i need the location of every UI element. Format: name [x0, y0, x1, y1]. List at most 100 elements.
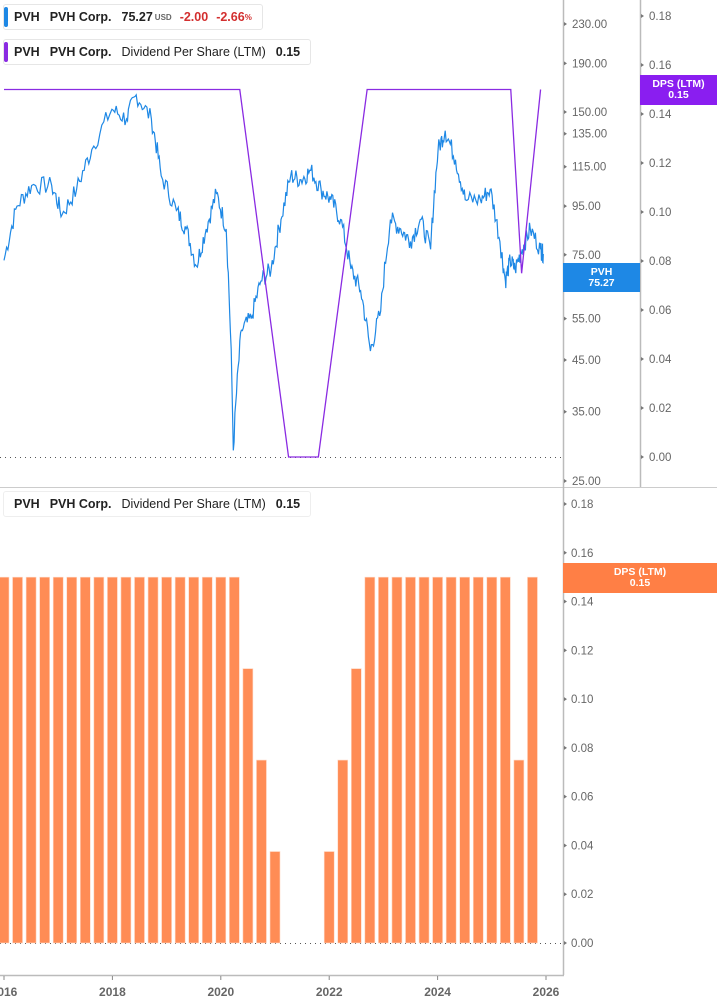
price-tick-mark [564, 316, 567, 321]
dps-tick-label: 0.02 [649, 403, 671, 415]
dps-tick-label: 0.16 [649, 60, 671, 72]
dps-bar [188, 576, 199, 944]
dps-bar [432, 576, 443, 944]
dps-bar [215, 576, 227, 944]
price-tick-label: 75.00 [572, 250, 601, 262]
legend-company: PVH Corp. [49, 497, 112, 511]
price-tick-mark [564, 409, 567, 414]
bottom-dps-tick-label: 0.18 [571, 499, 593, 511]
bottom-dps-tick-mark [564, 843, 567, 848]
price-tick-label: 35.00 [572, 407, 601, 419]
legend-price[interactable]: PVH PVH Corp. 75.27 USD -2.00 -2.66% [3, 4, 263, 30]
dps-bar [486, 576, 498, 944]
dps-bar [93, 576, 105, 944]
tag-value: 75.27 [588, 277, 615, 289]
price-tick-mark [564, 22, 567, 26]
legend-dps-bottom[interactable]: PVH PVH Corp. Dividend Per Share (LTM) 0… [3, 491, 312, 517]
dps-tick-mark [641, 357, 644, 361]
dps-bar [39, 576, 50, 944]
dps-bar [500, 576, 511, 944]
series-color-marker [4, 42, 8, 62]
bottom-dps-tick-mark [564, 892, 567, 897]
tag-value: 0.15 [629, 577, 651, 589]
x-tick-label: 2020 [207, 985, 234, 999]
legend-price-value: 75.27 [121, 10, 153, 24]
dps-last-value-tag-top: DPS (LTM) 0.15 [640, 75, 717, 105]
price-tick-mark [564, 131, 567, 136]
legend-dps-top[interactable]: PVH PVH Corp. Dividend Per Share (LTM) 0… [3, 39, 312, 65]
bottom-dps-tick-mark [564, 599, 567, 604]
dps-bar [107, 576, 118, 944]
legend-pct-sign: % [244, 12, 252, 22]
legend-change-pct: -2.66 [216, 10, 245, 24]
bottom-dps-tick-mark [564, 502, 567, 506]
dps-tick-label: 0.18 [649, 11, 671, 23]
bottom-dps-tick-label: 0.16 [571, 548, 593, 560]
price-tick-label: 135.00 [572, 129, 607, 141]
legend-value: 0.15 [275, 497, 301, 511]
dps-bar [174, 576, 186, 944]
legend-change: -2.00 [179, 10, 209, 24]
dps-line [4, 88, 542, 458]
legend-value: 0.15 [275, 45, 301, 59]
dps-bar [269, 851, 281, 944]
dps-tick-label: 0.06 [649, 305, 671, 317]
price-tick-label: 25.00 [572, 476, 601, 488]
dps-bar [66, 576, 78, 944]
dps-bar [405, 576, 416, 944]
price-tick-mark [564, 252, 567, 257]
price-tick-label: 190.00 [572, 58, 607, 70]
x-tick-label: 2022 [316, 985, 343, 999]
dps-tick-mark [641, 308, 644, 312]
dps-bar [0, 576, 10, 944]
dps-bar [25, 576, 37, 944]
bottom-dps-tick-mark [564, 794, 567, 799]
price-tick-label: 45.00 [572, 355, 601, 367]
bottom-dps-tick-label: 0.00 [571, 938, 593, 950]
dps-tick-label: 0.00 [649, 452, 671, 464]
dps-bar [201, 576, 213, 944]
dps-bar [134, 576, 145, 944]
dps-tick-label: 0.12 [649, 158, 671, 170]
bottom-dps-tick-mark [564, 941, 567, 945]
legend-company: PVH Corp. [49, 45, 112, 59]
dps-tick-label: 0.14 [649, 109, 672, 121]
bottom-dps-tick-label: 0.14 [571, 597, 594, 609]
bottom-dps-tick-label: 0.10 [571, 694, 593, 706]
x-tick-label: 2016 [0, 985, 18, 999]
dps-bar [418, 576, 430, 944]
legend-ticker: PVH [14, 10, 40, 24]
dps-tick-label: 0.08 [649, 256, 671, 268]
x-tick-label: 2018 [99, 985, 126, 999]
bottom-dps-tick-mark [564, 550, 567, 555]
legend-metric: Dividend Per Share (LTM) [121, 497, 266, 511]
dps-bar [445, 576, 457, 944]
dps-bar [337, 759, 349, 944]
legend-ticker: PVH [14, 45, 40, 59]
dps-bar [147, 576, 159, 944]
bottom-dps-tick-label: 0.12 [571, 645, 593, 657]
dps-bar [120, 576, 132, 944]
dps-tick-mark [641, 14, 644, 18]
legend-currency: USD [154, 12, 172, 22]
price-tick-label: 115.00 [572, 162, 606, 174]
dps-bar [378, 576, 389, 944]
bottom-dps-tick-label: 0.04 [571, 840, 594, 852]
price-tick-mark [564, 357, 567, 362]
dps-tick-label: 0.04 [649, 354, 672, 366]
price-tick-mark [564, 110, 567, 115]
dps-bar [350, 668, 362, 944]
tag-label: DPS (LTM) [613, 566, 667, 578]
dps-tick-mark [641, 63, 644, 67]
legend-company: PVH Corp. [49, 10, 112, 24]
dps-bar [256, 759, 267, 944]
dps-tick-label: 0.10 [649, 207, 671, 219]
dps-bar [323, 851, 335, 944]
bottom-dps-tick-label: 0.08 [571, 743, 593, 755]
x-tick-label: 2026 [533, 985, 560, 999]
dps-bar [513, 759, 525, 944]
dps-bar [80, 576, 91, 944]
bottom-dps-tick-label: 0.06 [571, 792, 593, 804]
